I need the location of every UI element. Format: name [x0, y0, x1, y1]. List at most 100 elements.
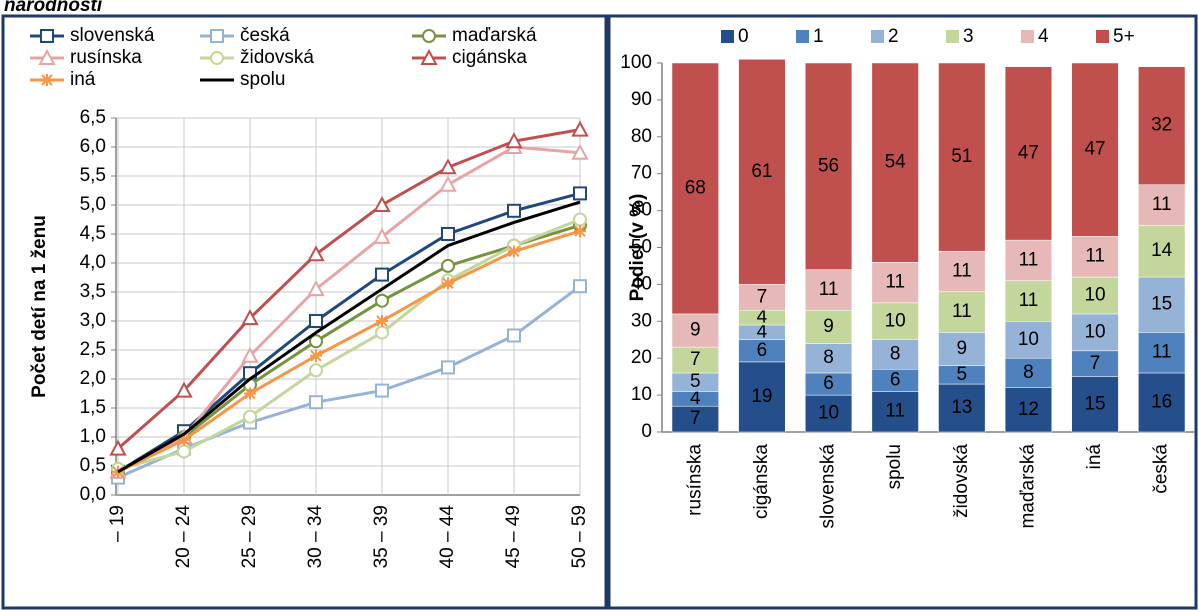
- bar-segment: [738, 59, 786, 285]
- bar-value-label: 7: [757, 286, 768, 307]
- bar-value-label: 12: [1018, 399, 1039, 420]
- legend-swatch: [1096, 30, 1109, 43]
- bar-value-label: 9: [957, 338, 968, 359]
- y-tick-label: 5,5: [80, 165, 106, 186]
- bar-segment: [671, 62, 719, 315]
- line-series: [117, 223, 581, 474]
- y-tick-label: 6,0: [80, 136, 106, 157]
- bar-value-label: 10: [1018, 329, 1039, 350]
- line-marker: [309, 395, 323, 410]
- y-tick-label: 6,5: [80, 107, 106, 128]
- line-marker: [241, 346, 259, 363]
- y-tick-label: 90: [631, 89, 652, 110]
- legend-label: 4: [1038, 26, 1049, 47]
- x-tick-label: židovská: [951, 444, 972, 518]
- x-tick-label: spolu: [884, 444, 905, 489]
- bar-segment: [804, 269, 853, 311]
- bar-segment: [871, 62, 919, 263]
- bar-value-label: 6: [890, 369, 901, 390]
- line-marker: [375, 325, 389, 340]
- legend-swatch: [946, 30, 959, 43]
- y-tick-label: 1,5: [80, 397, 106, 418]
- legend-marker: [210, 29, 224, 43]
- bar-value-label: 7: [690, 349, 701, 370]
- bar-value-label: 47: [1084, 139, 1105, 160]
- bar-segment: [804, 343, 853, 374]
- bar-segment: [1004, 321, 1053, 359]
- bar-value-label: 5: [690, 371, 701, 392]
- x-tick-label: 30 – 34: [305, 505, 326, 569]
- legend-marker: [40, 29, 54, 43]
- line-marker: [375, 293, 389, 308]
- legend-label: 1: [813, 26, 824, 47]
- bar-value-label: 7: [690, 408, 701, 429]
- line-marker: [109, 439, 127, 456]
- bar-value-label: 19: [751, 386, 772, 407]
- line-marker: [439, 158, 457, 175]
- line-series: [117, 200, 581, 474]
- x-tick-label: 20 – 24: [173, 505, 194, 569]
- line-marker: [574, 225, 586, 238]
- bar-value-label: 14: [1151, 240, 1173, 261]
- line-marker: [307, 245, 325, 262]
- bar-value-label: 11: [1019, 249, 1039, 270]
- y-tick-label: 4,0: [80, 252, 106, 273]
- line-marker: [177, 444, 191, 459]
- legend-marker: [422, 29, 436, 43]
- bar-segment: [1138, 276, 1186, 333]
- y-tick-label: 3,0: [80, 310, 106, 331]
- line-marker: [507, 203, 521, 218]
- bar-value-label: 6: [823, 373, 834, 394]
- bar-value-label: 4: [757, 307, 768, 328]
- line-marker: [175, 381, 193, 398]
- line-marker: [178, 433, 190, 446]
- legend-marker: [420, 48, 438, 65]
- x-tick-label: 40 – 44: [437, 505, 458, 569]
- legend-marker: [210, 51, 224, 65]
- y-tick-label: 3,5: [80, 281, 106, 302]
- legend-label: 3: [963, 26, 974, 47]
- page-title: národnosti: [4, 0, 103, 16]
- line-marker: [441, 360, 455, 375]
- bar-segment: [1138, 184, 1186, 226]
- y-tick-label: 20: [631, 347, 652, 368]
- bar-value-label: 6: [757, 340, 768, 361]
- y-tick-label: 2,5: [80, 339, 106, 360]
- bar-value-label: 11: [1085, 246, 1105, 267]
- bar-segment: [938, 62, 986, 252]
- bar-value-label: 10: [1084, 321, 1105, 342]
- legend-label: iná: [70, 69, 96, 90]
- bar-value-label: 15: [1151, 294, 1172, 315]
- bar-segment: [938, 291, 986, 333]
- line-marker: [373, 227, 391, 244]
- y-tick-label: 1,0: [80, 426, 106, 447]
- bar-value-label: 10: [1084, 284, 1105, 305]
- bar-value-label: 16: [1151, 391, 1172, 412]
- y-tick-label: 2,0: [80, 368, 106, 389]
- bar-value-label: 8: [823, 347, 834, 368]
- bar-value-label: 8: [890, 344, 901, 365]
- x-tick-label: maďarská: [1017, 444, 1038, 529]
- bar-value-label: 61: [751, 161, 772, 182]
- line-marker: [507, 328, 521, 343]
- bar-segment: [1071, 62, 1119, 237]
- x-tick-label: 50 – 59: [569, 505, 590, 568]
- bar-value-label: 54: [885, 152, 907, 173]
- legend-marker: [41, 74, 53, 86]
- legend-label: maďarská: [452, 25, 537, 46]
- bar-segment: [1071, 313, 1119, 352]
- legend-swatch: [721, 30, 734, 43]
- line-series: [117, 128, 581, 450]
- line-marker: [310, 349, 322, 362]
- y-axis-label: Podiel (v %): [627, 194, 648, 302]
- x-tick-label: slovenská: [818, 444, 839, 529]
- bar-value-label: 4: [757, 321, 768, 342]
- x-tick-label: cigánska: [751, 444, 772, 519]
- bar-segment: [1138, 332, 1186, 374]
- bar-segment: [1138, 66, 1186, 186]
- bar-value-label: 51: [951, 146, 972, 167]
- y-tick-label: 5,0: [80, 194, 106, 215]
- line-marker: [309, 334, 323, 349]
- bar-segment: [671, 313, 719, 348]
